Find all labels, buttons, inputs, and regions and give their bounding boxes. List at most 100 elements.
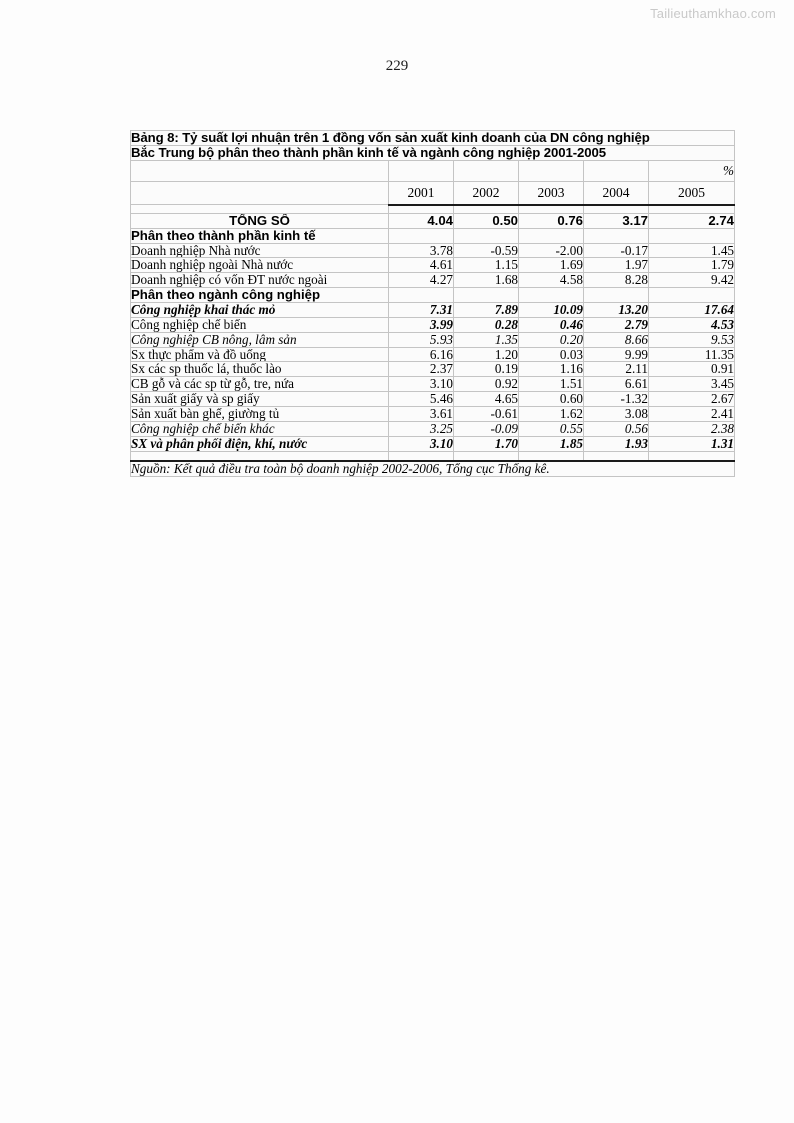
row-value: 1.31 (647, 435, 736, 452)
row-label: Sx các sp thuốc lá, thuốc lào (130, 361, 389, 378)
row-value (453, 227, 519, 244)
source-row: Nguồn: Kết quả điều tra toàn bộ doanh ng… (129, 460, 736, 477)
row-value: 2.79 (583, 316, 649, 333)
table-row: Công nghiệp khai thác mỏ 7.31 7.89 10.09 13.… (130, 302, 736, 318)
row-value: 1.69 (518, 257, 584, 274)
row-label: TỔNG SỐ (130, 212, 389, 229)
row-value: 4.58 (518, 272, 584, 289)
spacer-cell (453, 450, 519, 462)
row-value: 0.46 (518, 316, 584, 333)
column-header-2002: 2002 (453, 180, 519, 206)
page-number: 229 (385, 58, 409, 74)
row-value: 0.92 (453, 376, 519, 393)
row-value: 7.89 (453, 302, 519, 318)
spacer-cell (647, 450, 736, 462)
row-value: 10.09 (518, 302, 584, 318)
row-value: 11.35 (647, 346, 736, 363)
table-row: Công nghiệp CB nông, lâm sản 5.93 1.35 0.20… (130, 331, 736, 348)
spacer-cell (388, 450, 454, 462)
row-value (583, 287, 649, 304)
row-value (583, 227, 649, 244)
row-label: Công nghiệp chế biến khác (130, 420, 389, 437)
row-value: 0.28 (453, 316, 519, 333)
row-label: Sx thực phẩm và đồ uống (130, 346, 389, 363)
row-value: 0.50 (453, 212, 519, 229)
column-header-2001: 2001 (388, 180, 454, 206)
row-value: 8.66 (583, 331, 649, 348)
row-value: 1.16 (518, 361, 584, 378)
row-value: 2.67 (647, 391, 736, 408)
table-title-row-2: Bắc Trung bộ phân theo thành phần kinh t… (129, 144, 736, 161)
table-row: Doanh nghiệp ngoài Nhà nước 4.61 1.15 1.69 1… (130, 257, 736, 274)
row-label: CB gỗ và các sp từ gỗ, tre, nứa (130, 376, 389, 393)
footer-spacer-row (130, 450, 736, 462)
row-value: 3.10 (388, 376, 454, 393)
table-title-line-2: Bắc Trung bộ phân theo thành phần kinh t… (129, 144, 736, 161)
site-watermark: Tailieuthamkhao.com (650, 6, 776, 21)
column-header-label-blank (130, 180, 389, 206)
row-value: 13.20 (583, 302, 649, 318)
row-value: 3.17 (583, 212, 649, 229)
row-value: 9.99 (583, 346, 649, 363)
row-label: Phân theo thành phần kinh tế (130, 227, 389, 244)
row-value: 3.25 (388, 420, 454, 437)
unit-row-label-spacer (130, 159, 389, 182)
row-value: -1.32 (583, 391, 649, 408)
row-value: 4.04 (388, 212, 454, 229)
table-row: Công nghiệp chế biến khác 3.25 -0.09 0.55 0.… (130, 420, 736, 437)
row-value: 6.16 (388, 346, 454, 363)
row-value: 2.38 (647, 420, 736, 437)
row-value: 3.78 (388, 242, 454, 259)
row-value: -2.00 (518, 242, 584, 259)
spacer-cell (583, 450, 649, 462)
row-value: 2.37 (388, 361, 454, 378)
row-value: 1.85 (518, 435, 584, 452)
unit-row-spacer-1 (388, 159, 454, 182)
row-value: 0.19 (453, 361, 519, 378)
row-value: 4.61 (388, 257, 454, 274)
row-value: 9.53 (647, 331, 736, 348)
row-label: Công nghiệp khai thác mỏ (130, 302, 389, 318)
row-value: 4.27 (388, 272, 454, 289)
row-value: 1.97 (583, 257, 649, 274)
unit-row: % (130, 159, 736, 182)
row-label: SX và phân phối điện, khí, nước (130, 435, 389, 452)
row-label: Doanh nghiệp ngoài Nhà nước (130, 257, 389, 274)
row-value: 1.68 (453, 272, 519, 289)
row-value: 8.28 (583, 272, 649, 289)
row-value: 1.20 (453, 346, 519, 363)
table-row: Sx thực phẩm và đồ uống 6.16 1.20 0.03 9.99 1… (130, 346, 736, 363)
row-value: 0.20 (518, 331, 584, 348)
row-label: Sản xuất giấy và sp giấy (130, 391, 389, 408)
row-value: 2.74 (647, 212, 736, 229)
row-value (647, 227, 736, 244)
table-row: Phân theo thành phần kinh tế (130, 227, 736, 244)
row-value: 1.62 (518, 406, 584, 422)
row-value: 0.91 (647, 361, 736, 378)
row-value: 1.15 (453, 257, 519, 274)
column-header-2003: 2003 (518, 180, 584, 206)
row-value: 6.61 (583, 376, 649, 393)
row-value: 3.99 (388, 316, 454, 333)
row-value: 0.56 (583, 420, 649, 437)
row-label: Công nghiệp chế biến (130, 316, 389, 333)
row-value: 0.76 (518, 212, 584, 229)
row-value (453, 287, 519, 304)
row-value: 0.60 (518, 391, 584, 408)
table-row: CB gỗ và các sp từ gỗ, tre, nứa 3.10 0.92 1… (130, 376, 736, 393)
row-value: 0.55 (518, 420, 584, 437)
row-value: 9.42 (647, 272, 736, 289)
row-value: 2.41 (647, 406, 736, 422)
row-label: Công nghiệp CB nông, lâm sản (130, 331, 389, 348)
row-value: 4.53 (647, 316, 736, 333)
column-header-row: 2001 2002 2003 2004 2005 (130, 180, 736, 206)
unit-label: % (647, 159, 736, 182)
table-body: Bảng 8: Tỷ suất lợi nhuận trên 1 đồng vố… (129, 130, 736, 477)
table-row: Phân theo ngành công nghiệp (130, 287, 736, 304)
column-header-2004: 2004 (583, 180, 649, 206)
column-header-2005: 2005 (647, 180, 736, 206)
row-value: 3.45 (647, 376, 736, 393)
spacer-cell (130, 204, 389, 214)
row-value: 5.46 (388, 391, 454, 408)
